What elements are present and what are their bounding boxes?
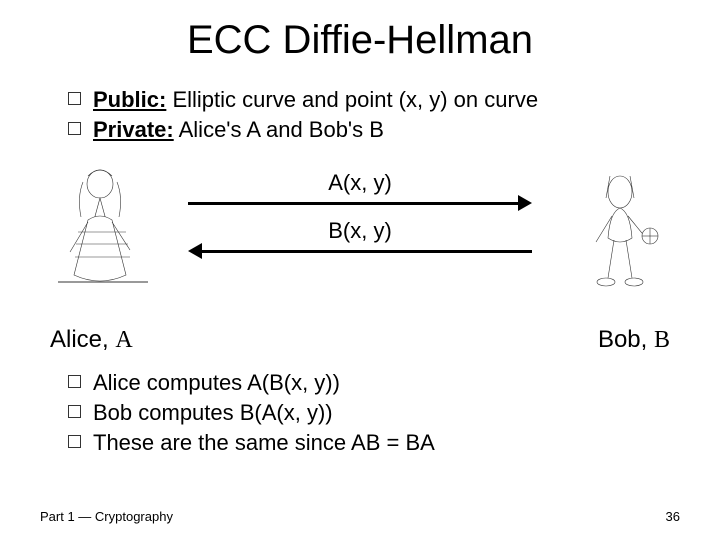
bullet-text: Alice computes A(B(x, y)) xyxy=(93,368,340,398)
arrow-top-label: A(x, y) xyxy=(188,170,532,196)
alice-label-var: A xyxy=(115,327,132,353)
top-bullet-list: Public: Elliptic curve and point (x, y) … xyxy=(68,85,680,144)
page-number: 36 xyxy=(666,509,680,524)
arrow-bottom-label: B(x, y) xyxy=(188,218,532,244)
arrow-left-icon xyxy=(188,246,532,256)
bullet-rest: Alice's A and Bob's B xyxy=(174,117,384,142)
square-bullet-icon xyxy=(68,122,81,135)
list-item: Public: Elliptic curve and point (x, y) … xyxy=(68,85,680,115)
footer: Part 1 — Cryptography 36 xyxy=(40,509,680,524)
footer-left: Part 1 — Cryptography xyxy=(40,509,173,524)
bob-label-text: Bob, xyxy=(598,326,654,353)
square-bullet-icon xyxy=(68,435,81,448)
bullet-bold: Private: xyxy=(93,117,174,142)
bullet-text: Bob computes B(A(x, y)) xyxy=(93,398,333,428)
bullet-bold: Public: xyxy=(93,87,166,112)
bob-illustration xyxy=(572,162,672,297)
square-bullet-icon xyxy=(68,405,81,418)
bullet-text: Public: Elliptic curve and point (x, y) … xyxy=(93,85,538,115)
bottom-bullet-list: Alice computes A(B(x, y)) Bob computes B… xyxy=(68,368,680,457)
square-bullet-icon xyxy=(68,375,81,388)
alice-label: Alice, A xyxy=(50,326,133,354)
square-bullet-icon xyxy=(68,92,81,105)
bullet-rest: Elliptic curve and point (x, y) on curve xyxy=(166,87,538,112)
party-labels: Alice, A Bob, B xyxy=(50,326,670,354)
list-item: These are the same since AB = BA xyxy=(68,428,680,458)
arrow-right-icon xyxy=(188,198,532,208)
arrow-zone: A(x, y) B(x, y) xyxy=(188,170,532,266)
list-item: Private: Alice's A and Bob's B xyxy=(68,115,680,145)
page-title: ECC Diffie-Hellman xyxy=(40,18,680,63)
list-item: Bob computes B(A(x, y)) xyxy=(68,398,680,428)
bullet-text: These are the same since AB = BA xyxy=(93,428,435,458)
bob-label-var: B xyxy=(654,327,670,353)
bob-label: Bob, B xyxy=(598,326,670,354)
list-item: Alice computes A(B(x, y)) xyxy=(68,368,680,398)
exchange-diagram: A(x, y) B(x, y) xyxy=(48,162,672,322)
alice-label-text: Alice, xyxy=(50,326,115,353)
bullet-text: Private: Alice's A and Bob's B xyxy=(93,115,384,145)
alice-illustration xyxy=(48,162,158,297)
